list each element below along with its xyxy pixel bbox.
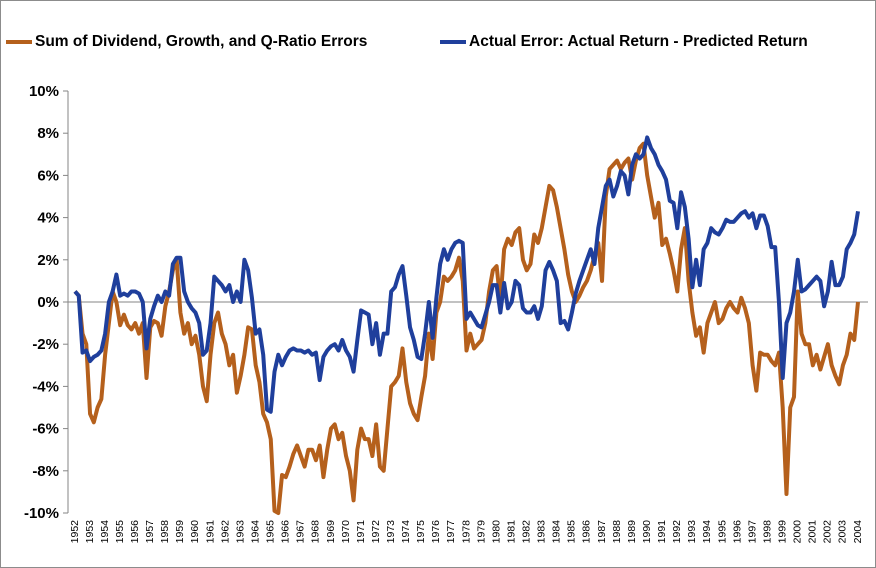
x-tick-label: 1991 [656, 520, 668, 544]
x-tick-label: 1978 [460, 520, 472, 544]
x-tick-label: 1987 [596, 520, 608, 544]
x-tick-label: 1959 [174, 520, 186, 544]
y-tick-label: -4% [32, 378, 59, 395]
y-tick-label: -10% [24, 505, 59, 522]
x-tick-label: 1980 [490, 520, 502, 544]
x-tick-label: 1971 [355, 520, 367, 544]
y-tick-label: 4% [37, 210, 59, 227]
x-tick-label: 1976 [430, 520, 442, 544]
x-tick-label: 1988 [611, 520, 623, 544]
x-tick-label: 2004 [852, 520, 864, 544]
x-tick-label: 1970 [340, 520, 352, 544]
x-tick-label: 1957 [144, 520, 156, 544]
x-tick-label: 1963 [234, 520, 246, 544]
x-tick-label: 1974 [400, 520, 412, 544]
x-tick-label: 2000 [792, 520, 804, 544]
series-line [73, 135, 860, 414]
x-tick-label: 1968 [310, 520, 322, 544]
x-tick-label: 1967 [295, 520, 307, 544]
x-tick-label: 1961 [204, 520, 216, 544]
x-tick-label: 1994 [701, 520, 713, 544]
x-tick-label: 1981 [505, 520, 517, 544]
x-tick-label: 1999 [776, 520, 788, 544]
y-tick-label: 2% [37, 252, 59, 269]
x-tick-label: 1969 [325, 520, 337, 544]
y-tick-label: 8% [37, 125, 59, 142]
legend-label: Sum of Dividend, Growth, and Q-Ratio Err… [35, 33, 367, 50]
x-tick-label: 1965 [265, 520, 277, 544]
x-tick-label: 1960 [189, 520, 201, 544]
x-tick-label: 1953 [84, 520, 96, 544]
y-tick-label: -8% [32, 463, 59, 480]
y-tick-label: 10% [29, 83, 59, 100]
x-tick-label: 1958 [159, 520, 171, 544]
x-tick-label: 1977 [445, 520, 457, 544]
x-tick-label: 1990 [641, 520, 653, 544]
x-tick-label: 1964 [249, 520, 261, 544]
x-tick-label: 1966 [280, 520, 292, 544]
x-tick-label: 1972 [370, 520, 382, 544]
x-tick-label: 1984 [551, 520, 563, 544]
x-tick-label: 1982 [521, 520, 533, 544]
x-tick-label: 2001 [807, 520, 819, 544]
x-tick-label: 1986 [581, 520, 593, 544]
x-tick-label: 1956 [129, 520, 141, 544]
x-tick-label: 2003 [837, 520, 849, 544]
x-tick-label: 1955 [114, 520, 126, 544]
x-tick-label: 1973 [385, 520, 397, 544]
x-tick-label: 1962 [219, 520, 231, 544]
x-tick-label: 1995 [716, 520, 728, 544]
y-tick-label: -6% [32, 421, 59, 438]
x-tick-label: 1985 [566, 520, 578, 544]
y-tick-label: -2% [32, 336, 59, 353]
x-tick-label: 1952 [69, 520, 81, 544]
x-tick-label: 1983 [536, 520, 548, 544]
x-tick-label: 1954 [99, 520, 111, 544]
x-tick-label: 1989 [626, 520, 638, 544]
legend: Sum of Dividend, Growth, and Q-Ratio Err… [6, 33, 808, 50]
x-tick-label: 1993 [686, 520, 698, 544]
y-tick-label: 0% [37, 294, 59, 311]
y-tick-label: 6% [37, 167, 59, 184]
x-tick-label: 2002 [822, 520, 834, 544]
series-line [73, 141, 860, 515]
x-tick-label: 1997 [746, 520, 758, 544]
x-tick-label: 1998 [761, 520, 773, 544]
x-tick-label: 1992 [671, 520, 683, 544]
x-tick-label: 1979 [475, 520, 487, 544]
x-tick-label: 1975 [415, 520, 427, 544]
legend-label: Actual Error: Actual Return - Predicted … [469, 33, 808, 50]
x-tick-label: 1996 [731, 520, 743, 544]
